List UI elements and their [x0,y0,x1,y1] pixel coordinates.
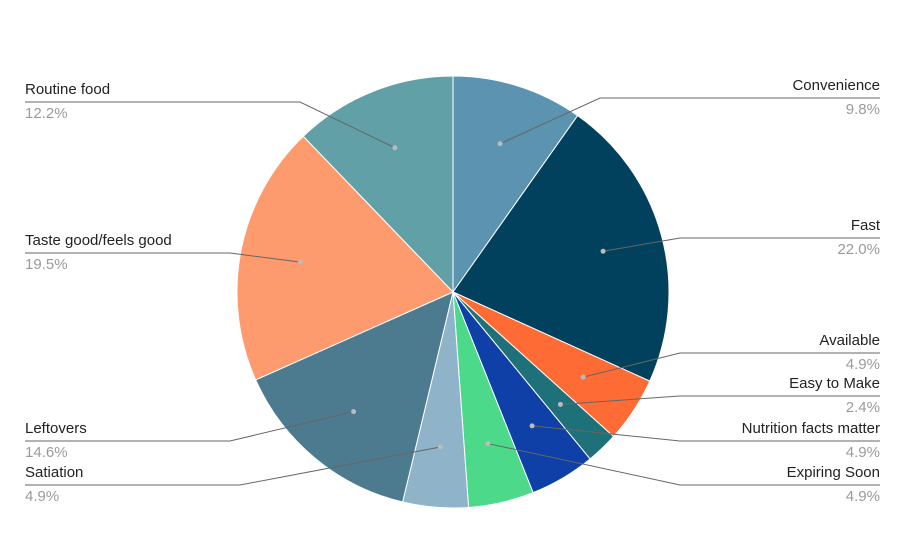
leader-line [532,425,880,442]
slice-label: Fast [851,217,881,234]
leader-line [560,395,880,405]
pie-slice [236,135,454,381]
slice-label: Nutrition facts matter [742,420,880,437]
leader-line [25,101,396,149]
leader-line [487,443,880,486]
pie-slice [302,75,454,294]
pie-slice [255,291,454,503]
slice-label: Expiring Soon [787,464,880,481]
leader-dot [485,441,491,447]
leader-dot [600,248,606,254]
pie-slice [452,114,670,382]
slice-label: Routine food [25,81,110,98]
leader-line [499,97,880,145]
slice-value-label: 14.6% [25,444,68,461]
slice-label: Easy to Make [789,375,880,392]
leader-dot [497,141,503,147]
slice-label: Available [819,332,880,349]
slice-value-label: 12.2% [25,105,68,122]
leader-dot [557,401,563,407]
leader-dot [580,374,586,380]
slice-value-label: 4.9% [846,488,880,505]
slice-label: Satiation [25,464,83,481]
slice-value-label: 4.9% [846,444,880,461]
slice-value-label: 9.8% [846,101,880,118]
leader-line [25,411,354,442]
leader-dot [297,259,303,265]
slice-value-label: 2.4% [846,399,880,416]
leader-line [602,237,880,252]
slice-label: Leftovers [25,420,87,437]
leader-line [583,352,880,378]
leader-dot [351,409,357,415]
slice-value-label: 22.0% [837,241,880,258]
slice-label: Taste good/feels good [25,232,172,249]
pie-slice [452,75,579,294]
leader-dot [437,444,443,450]
slice-value-label: 19.5% [25,256,68,273]
leader-dot [392,145,398,151]
leader-line [25,252,301,263]
leader-line [25,446,441,486]
leader-dot [529,423,535,429]
slice-label: Convenience [792,77,880,94]
slice-value-label: 4.9% [25,488,59,505]
slice-value-label: 4.9% [846,356,880,373]
